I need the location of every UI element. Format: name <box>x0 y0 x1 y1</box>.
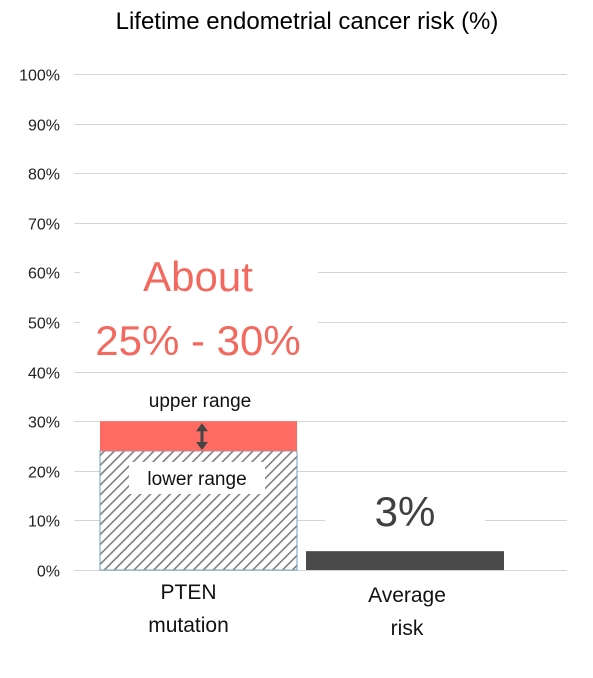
annotation-about: About <box>143 253 253 300</box>
category-label-pten-line2: mutation <box>148 614 229 637</box>
category-label-average-line1: Average <box>368 584 446 607</box>
arrow-head-up <box>196 423 208 432</box>
annotation-range: 25% - 30% <box>95 317 300 364</box>
average-value-label: 3% <box>375 488 436 535</box>
y-tick-label: 30% <box>28 415 60 432</box>
pten-upper-range-bar <box>100 421 297 451</box>
y-tick-label: 40% <box>28 366 60 383</box>
category-label-pten-line1: PTEN <box>160 581 216 604</box>
y-tick-label: 60% <box>28 266 60 283</box>
average-value-label-background <box>325 476 485 522</box>
range-double-arrow-icon <box>196 423 208 450</box>
y-tick-label: 20% <box>28 465 60 482</box>
chart-title: Lifetime endometrial cancer risk (%) <box>116 8 499 35</box>
y-tick-label: 50% <box>28 316 60 333</box>
category-label-average-line2: risk <box>391 617 424 640</box>
y-tick-label: 100% <box>19 68 60 85</box>
upper-range-label: upper range <box>149 391 251 412</box>
y-tick-label: 10% <box>28 514 60 531</box>
arrow-head-down <box>196 441 208 450</box>
average-risk-bar <box>306 551 504 570</box>
y-axis-tick-labels: 0% 10% 20% 30% 40% 50% 60% 70% 80% 90% 100% <box>19 68 60 581</box>
annotation-background <box>80 250 318 368</box>
y-tick-label: 70% <box>28 217 60 234</box>
lower-range-label: lower range <box>147 469 246 490</box>
y-tick-label: 0% <box>37 564 60 581</box>
y-tick-label: 80% <box>28 167 60 184</box>
lower-range-label-background <box>129 461 265 494</box>
y-tick-label: 90% <box>28 118 60 135</box>
